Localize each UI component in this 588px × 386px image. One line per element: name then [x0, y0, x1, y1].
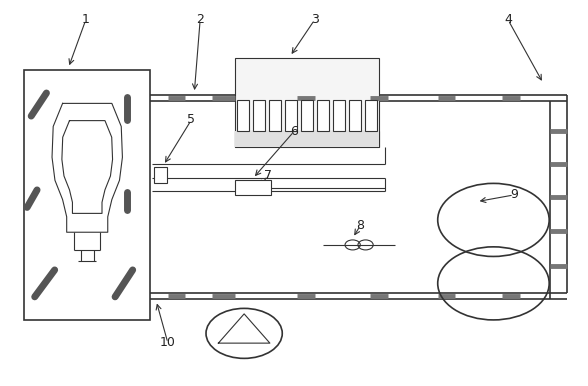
Bar — [235, 180, 270, 195]
Bar — [349, 100, 361, 131]
Bar — [285, 100, 298, 131]
Bar — [253, 100, 265, 131]
Bar — [333, 100, 345, 131]
Bar — [237, 100, 249, 131]
Text: 10: 10 — [160, 337, 176, 349]
Bar — [24, 70, 151, 320]
Text: 9: 9 — [510, 188, 518, 201]
Bar — [235, 131, 379, 147]
Text: 1: 1 — [82, 14, 90, 26]
Bar — [269, 100, 282, 131]
Bar — [235, 58, 379, 147]
Text: 4: 4 — [504, 14, 512, 26]
Text: 5: 5 — [188, 113, 195, 127]
Bar — [365, 100, 377, 131]
Text: 8: 8 — [356, 219, 365, 232]
Bar — [317, 100, 329, 131]
Bar — [301, 100, 313, 131]
Text: 2: 2 — [196, 14, 204, 26]
Text: 7: 7 — [263, 169, 272, 182]
Text: 3: 3 — [310, 14, 319, 26]
Bar — [155, 167, 168, 183]
Text: 6: 6 — [290, 125, 298, 138]
